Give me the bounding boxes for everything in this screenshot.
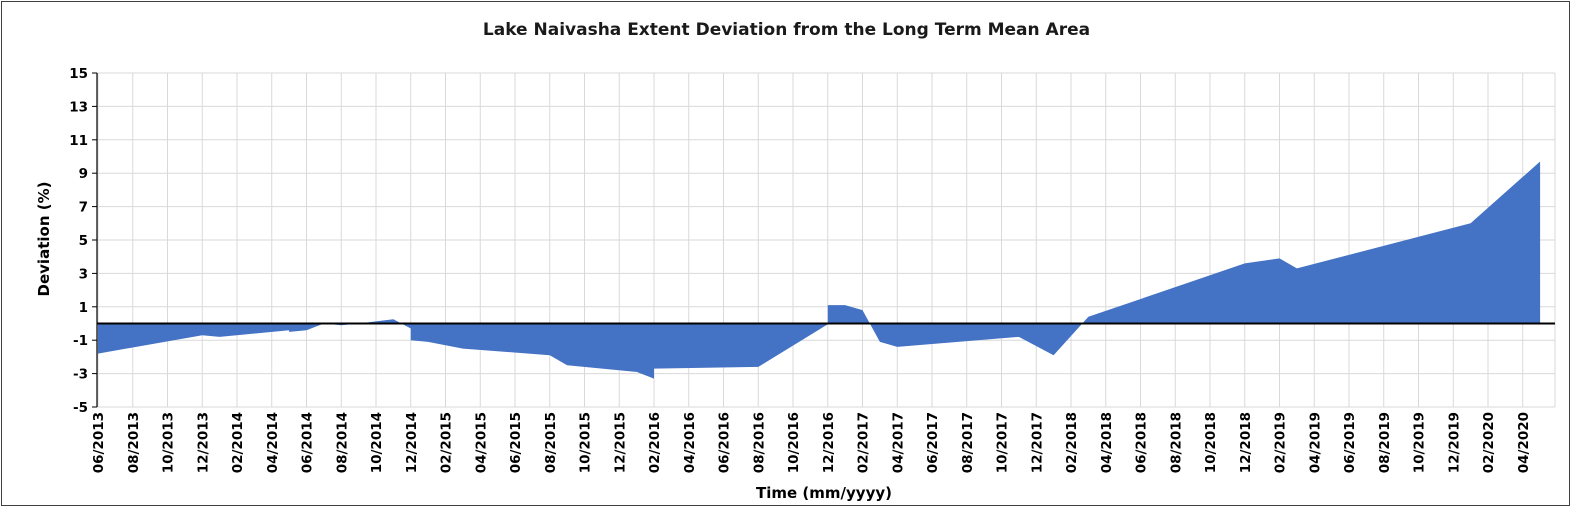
x-tick-label: 02/2017 [856,412,872,473]
x-tick-label: 04/2014 [265,412,281,473]
x-tick-label: 04/2015 [473,412,489,473]
x-tick-label: 02/2020 [1481,412,1497,473]
deviation-area [98,161,1541,379]
x-tick-label: 12/2013 [195,412,211,473]
x-tick-label: 06/2018 [1134,412,1150,473]
x-tick-label: 06/2017 [925,412,941,473]
x-tick-label: 08/2017 [960,412,976,473]
x-tick-label: 04/2020 [1516,412,1532,473]
x-tick-label: 12/2015 [612,412,628,473]
x-tick-label: 08/2018 [1168,412,1184,473]
x-tick-label: 04/2019 [1307,412,1323,473]
x-axis-label: Time (mm/yyyy) [756,484,892,502]
x-tick-label: 10/2017 [995,412,1011,473]
x-tick-label: 02/2015 [439,412,455,473]
x-tick-label: 12/2014 [404,412,420,473]
x-tick-label: 08/2016 [751,412,767,473]
x-tick-label: 02/2019 [1273,412,1289,473]
chart-title: Lake Naivasha Extent Deviation from the … [482,20,1091,40]
x-tick-label: 06/2019 [1342,412,1358,473]
x-tick-label: 10/2013 [161,412,177,473]
x-tick-label: 08/2014 [334,412,350,473]
y-tick-label: 15 [69,66,88,82]
x-tick-label: 04/2017 [890,412,906,473]
x-tick-label: 02/2014 [230,412,246,473]
x-tick-label: 02/2018 [1064,412,1080,473]
axes [92,72,1555,408]
x-tick-label: 06/2016 [717,412,733,473]
x-tick-label: 12/2017 [1029,412,1045,473]
y-tick-label: 13 [69,99,88,115]
y-tick-label: 9 [79,166,88,182]
x-tick-label: 06/2013 [91,412,107,473]
y-tick-label: -3 [73,367,88,383]
x-tick-label: 02/2016 [647,412,663,473]
x-tick-label: 10/2015 [578,412,594,473]
area-series [98,161,1541,379]
x-tick-label: 04/2016 [682,412,698,473]
x-tick-label: 10/2018 [1203,412,1219,473]
y-tick-label: 3 [79,266,88,282]
x-tick-label: 06/2014 [300,412,316,473]
x-tick-label: 04/2018 [1099,412,1115,473]
y-tick-label: 7 [79,200,88,216]
x-tick-label: 10/2016 [786,412,802,473]
y-tick-label: 5 [79,233,88,249]
x-tick-label: 08/2013 [126,412,142,473]
x-tick-label: 12/2018 [1238,412,1254,473]
x-tick-labels: 06/2013 08/2013 10/2013 12/2013 02/2014 04/20… [91,412,1532,473]
x-tick-label: 10/2014 [369,412,385,473]
y-tick-label: -1 [73,333,88,349]
x-tick-label: 08/2019 [1377,412,1393,473]
y-tick-label: -5 [73,400,88,416]
x-tick-label: 12/2016 [821,412,837,473]
x-tick-label: 12/2019 [1446,412,1462,473]
y-tick-label: 11 [69,133,88,149]
x-tick-label: 10/2019 [1412,412,1428,473]
grid-lines [97,72,1556,408]
x-tick-label: 06/2015 [508,412,524,473]
y-tick-label: 1 [79,300,88,316]
x-tick-label: 08/2015 [543,412,559,473]
